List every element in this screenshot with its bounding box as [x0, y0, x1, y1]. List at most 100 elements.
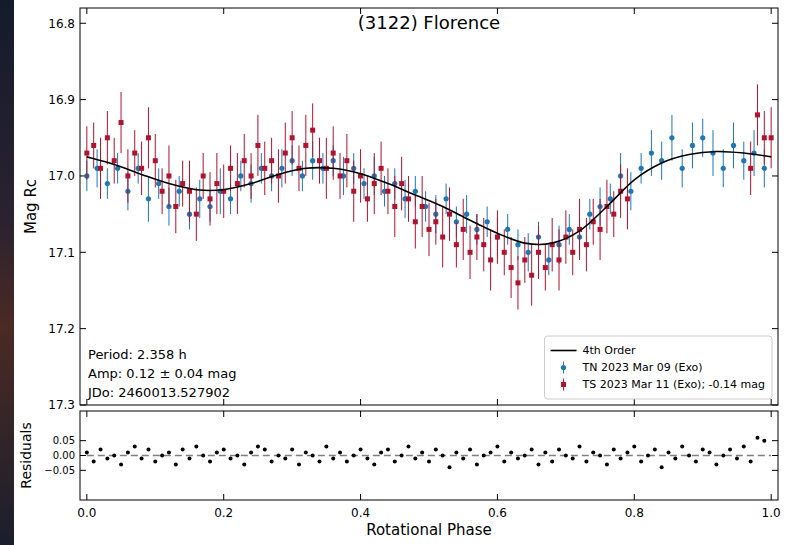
y-tick [80, 440, 86, 441]
annotation: Amp: 0.12 ± 0.04 mag [88, 366, 236, 381]
x-tick [634, 411, 635, 417]
point [714, 462, 718, 466]
point [673, 456, 677, 460]
point [505, 227, 510, 232]
point [214, 181, 219, 186]
point [181, 448, 185, 452]
x-tick-label: 0.8 [625, 506, 644, 520]
point [160, 189, 165, 194]
line-series [87, 455, 771, 457]
x-tick [86, 411, 87, 417]
point [567, 227, 572, 232]
point [481, 242, 486, 247]
x-tick [223, 8, 224, 14]
x-tick-label: 0.0 [77, 506, 96, 520]
point [755, 436, 759, 440]
point [735, 456, 739, 460]
point [146, 448, 150, 452]
point [393, 459, 397, 463]
point [728, 448, 732, 452]
point [300, 173, 305, 178]
point [255, 143, 260, 148]
point [84, 151, 89, 156]
point [475, 462, 479, 466]
point [201, 454, 205, 458]
point [174, 462, 178, 466]
y-tick [80, 99, 86, 100]
point [482, 454, 486, 458]
point [639, 166, 644, 171]
point [427, 227, 432, 232]
point [98, 166, 103, 171]
point [571, 456, 575, 460]
point [447, 212, 452, 217]
x-tick [360, 411, 361, 417]
legend-label: TN 2023 Mar 09 (Exo) [582, 361, 703, 374]
point [536, 250, 541, 255]
panel: 16.816.917.017.117.217.3(3122) FlorenceM… [22, 8, 778, 412]
point [125, 173, 130, 178]
point [742, 445, 746, 449]
point [324, 445, 328, 449]
point [276, 454, 280, 458]
point [619, 456, 623, 460]
x-tick [360, 399, 361, 405]
point [530, 448, 534, 452]
point [317, 158, 322, 163]
x-tick [634, 494, 635, 500]
point [372, 181, 377, 186]
point [344, 158, 349, 163]
x-tick [771, 399, 772, 405]
y-tick-label: −0.05 [44, 465, 75, 476]
background-strip [0, 0, 14, 545]
y-tick [80, 455, 86, 456]
point [399, 181, 404, 186]
point [187, 456, 191, 460]
point [359, 448, 363, 452]
point [611, 212, 616, 217]
y-tick [80, 470, 86, 471]
point [92, 459, 96, 463]
point [229, 456, 233, 460]
point [495, 445, 499, 449]
data-group [84, 84, 773, 309]
y-tick [772, 99, 778, 100]
point [502, 459, 506, 463]
point [413, 219, 418, 224]
annotation: JDo: 2460013.527902 [87, 385, 230, 400]
point [228, 166, 233, 171]
point [105, 181, 110, 186]
point [515, 280, 520, 285]
point [587, 212, 592, 217]
point [392, 204, 397, 209]
data-group [85, 436, 771, 470]
point [557, 448, 561, 452]
point [318, 459, 322, 463]
point [731, 143, 736, 148]
x-tick [223, 494, 224, 500]
point [140, 456, 144, 460]
x-tick-label: 1.0 [762, 506, 781, 520]
x-tick [634, 399, 635, 405]
point [372, 462, 376, 466]
point [361, 181, 366, 186]
point [660, 465, 664, 469]
point [228, 196, 233, 201]
y-tick-label: 16.9 [48, 93, 75, 107]
point [194, 445, 198, 449]
point [338, 451, 342, 455]
y-tick-label: 17.1 [48, 246, 75, 260]
y-tick [772, 23, 778, 24]
point [112, 158, 117, 163]
y-tick [772, 328, 778, 329]
point [379, 166, 384, 171]
y-tick [80, 328, 86, 329]
point [249, 451, 253, 455]
point [667, 451, 671, 455]
point [485, 219, 490, 224]
point [215, 451, 219, 455]
point [153, 158, 158, 163]
point [680, 166, 685, 171]
point [235, 181, 240, 186]
point [290, 448, 294, 452]
